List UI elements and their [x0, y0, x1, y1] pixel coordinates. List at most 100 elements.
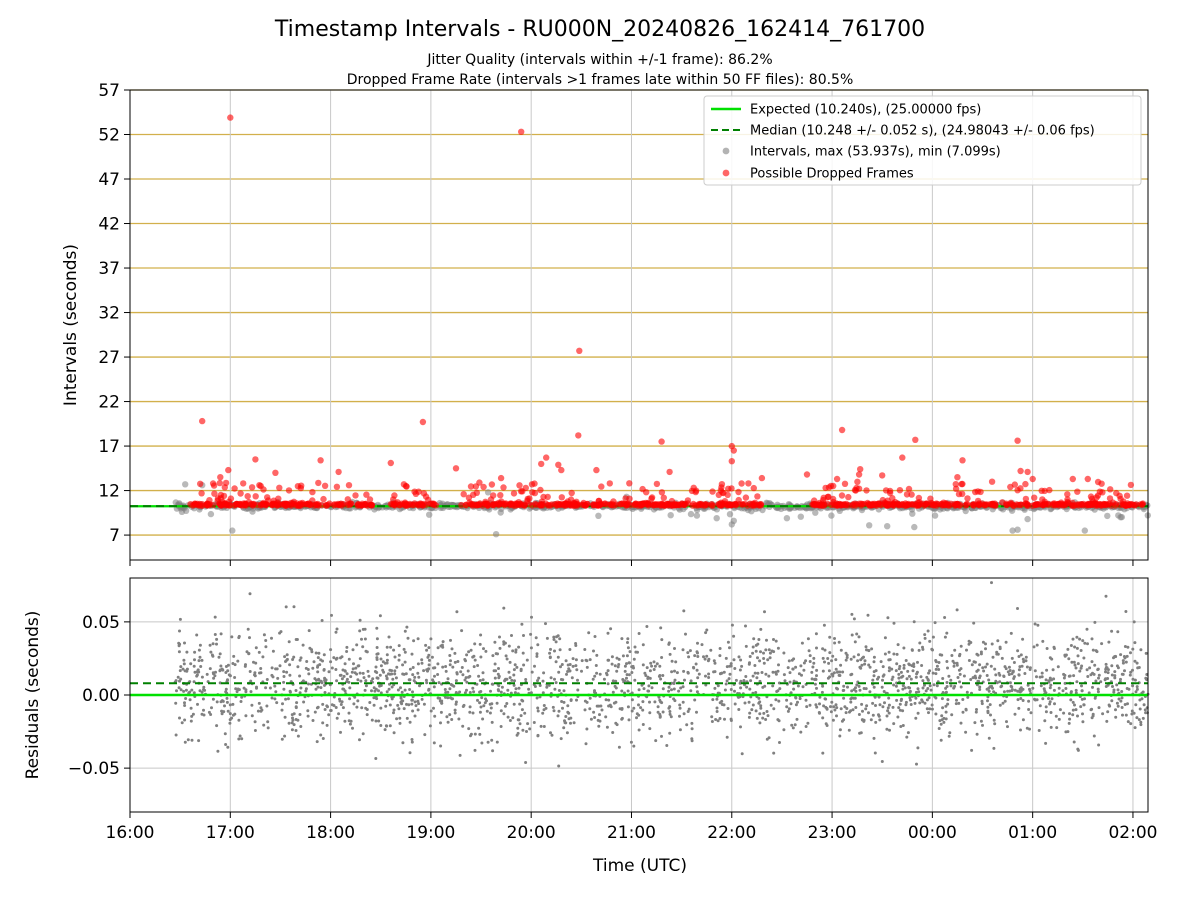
residual-point [632, 744, 636, 748]
residual-point [695, 710, 698, 714]
residual-point [574, 664, 578, 668]
residual-point [829, 710, 833, 714]
residual-point [762, 657, 766, 660]
residual-point [1119, 653, 1123, 657]
residual-point [486, 740, 490, 744]
residual-point [432, 706, 435, 710]
residual-point [794, 665, 798, 669]
residual-point [329, 660, 333, 664]
residual-point [175, 689, 178, 693]
residual-point [458, 753, 462, 757]
residual-point [438, 696, 442, 700]
residual-point [866, 613, 870, 617]
residual-point [804, 725, 808, 728]
interval-point [884, 523, 891, 530]
residual-point [748, 655, 752, 658]
residuals-plot-frame [129, 577, 1149, 813]
residual-point [904, 700, 908, 704]
residual-point [986, 699, 989, 703]
residual-point [478, 679, 482, 682]
residual-point [670, 688, 673, 692]
dropped-point [1069, 475, 1077, 483]
residual-point [1136, 666, 1140, 670]
residual-point [188, 690, 192, 694]
residual-point [266, 720, 270, 724]
residual-point [925, 675, 929, 679]
residual-point [1074, 666, 1078, 670]
residual-point [528, 727, 532, 731]
residual-point [600, 708, 604, 712]
residual-point [925, 707, 929, 711]
dropped-point [345, 482, 353, 489]
residual-point [715, 697, 719, 701]
residual-point [1006, 689, 1010, 693]
residual-point [753, 671, 757, 675]
residual-point [880, 760, 884, 763]
residual-point [436, 662, 440, 666]
residual-point [724, 682, 728, 686]
residual-point [197, 659, 201, 663]
residual-point [294, 706, 298, 710]
residual-point [672, 697, 676, 701]
residual-point [905, 677, 909, 681]
residual-point [1116, 688, 1120, 692]
residual-point [756, 671, 760, 675]
residual-point [978, 688, 982, 691]
residual-point [1071, 713, 1075, 717]
residual-point [311, 666, 315, 670]
residual-point [363, 688, 367, 692]
residual-point [1091, 712, 1095, 716]
residual-point [195, 673, 199, 677]
interval-point [730, 517, 737, 524]
residual-point [715, 710, 719, 713]
residual-point [981, 640, 985, 644]
residual-point [1090, 660, 1094, 664]
residual-point [891, 705, 895, 709]
residual-point [1075, 635, 1079, 639]
residual-point [898, 708, 902, 712]
residual-point [778, 687, 782, 691]
residual-point [264, 645, 268, 649]
residual-point [315, 740, 319, 744]
dropped-point [750, 484, 757, 492]
residual-point [364, 679, 368, 683]
residual-point [683, 678, 686, 682]
residual-point [1008, 681, 1012, 685]
residual-point [815, 705, 819, 709]
residual-point [890, 678, 894, 681]
residual-point [838, 670, 842, 674]
residual-point [946, 702, 950, 706]
dropped-point [482, 498, 489, 505]
residual-point [391, 677, 395, 681]
residual-point [767, 736, 771, 740]
residual-point [635, 712, 639, 716]
residual-point [896, 689, 900, 693]
residual-point [1097, 743, 1101, 747]
residual-point [1078, 669, 1082, 673]
dropped-point [853, 501, 860, 508]
residual-point [224, 743, 228, 746]
residual-point [1044, 741, 1048, 745]
residual-point [476, 664, 480, 667]
residual-point [558, 648, 562, 652]
residual-point [864, 645, 868, 649]
residual-point [758, 700, 762, 704]
dropped-point [660, 494, 667, 501]
dropped-point [954, 474, 961, 481]
residual-point [909, 703, 913, 706]
residual-point [849, 673, 853, 677]
residual-point [986, 705, 990, 709]
residual-point [737, 655, 741, 659]
residual-point [366, 669, 370, 673]
residual-point [308, 646, 312, 650]
residual-point [440, 701, 444, 705]
residual-point [472, 665, 476, 669]
residual-point [637, 703, 640, 707]
residual-point [526, 722, 530, 726]
residual-point [656, 710, 660, 714]
dropped-point [658, 489, 666, 496]
dropped-point [203, 502, 211, 509]
residual-point [179, 665, 183, 669]
residual-point [801, 685, 805, 689]
dropped-point [595, 497, 603, 505]
